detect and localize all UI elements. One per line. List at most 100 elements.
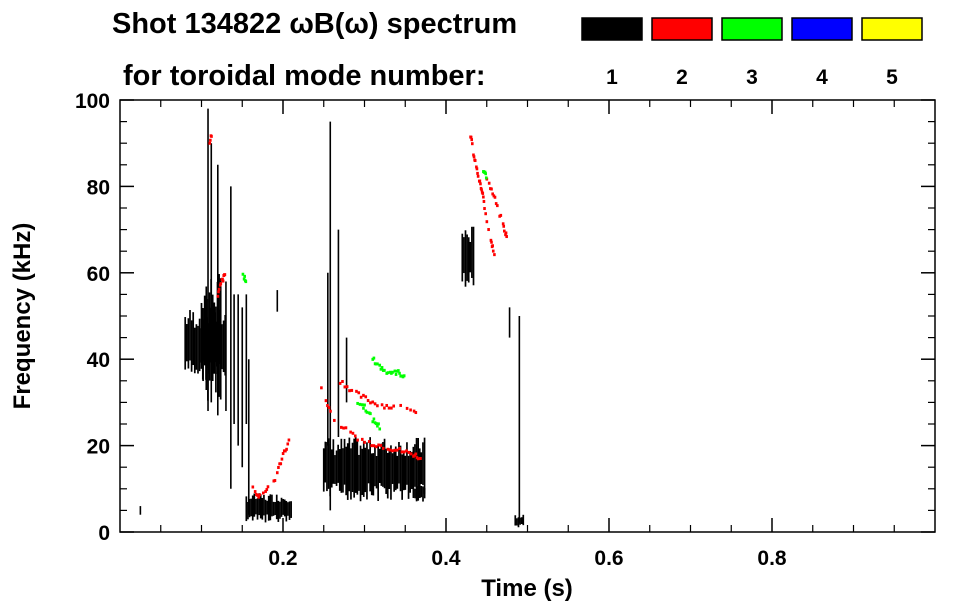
data-mark: [362, 393, 365, 397]
data-mark: [243, 274, 246, 278]
data-mark: [367, 440, 371, 444]
data-mark: [377, 443, 380, 447]
data-mark: [366, 399, 370, 403]
mode-curve: [251, 438, 291, 499]
data-mark: [487, 228, 490, 232]
data-mark: [273, 479, 277, 483]
data-mark: [266, 485, 270, 489]
data-mark: [494, 202, 498, 206]
data-mark: [387, 406, 391, 410]
data-mark: [343, 385, 347, 389]
data-mark: [350, 388, 354, 392]
data-mark: [363, 440, 366, 444]
data-mark: [379, 443, 383, 447]
data-mark: [392, 404, 396, 408]
legend-label-1: 1: [606, 66, 618, 89]
data-mark: [356, 401, 359, 405]
series-3: [241, 170, 488, 431]
data-mark: [484, 176, 488, 180]
data-mark: [351, 431, 355, 435]
chart-title-line2: for toroidal mode number:: [123, 60, 486, 92]
data-mark: [412, 409, 416, 413]
data-mark: [364, 395, 368, 399]
data-mark: [388, 448, 392, 452]
blob: [322, 437, 426, 502]
data-mark: [376, 362, 379, 366]
data-mark: [373, 402, 377, 406]
data-mark: [353, 434, 357, 438]
y-tick-label: 40: [87, 349, 110, 372]
data-mark: [253, 490, 257, 494]
mode-curve: [469, 135, 496, 257]
data-mark: [475, 167, 479, 171]
blob: [461, 226, 475, 287]
data-mark: [391, 449, 394, 453]
mode-curve: [482, 170, 488, 180]
legend-label-4: 4: [816, 66, 828, 89]
y-tick-label: 100: [75, 90, 110, 113]
data-mark: [241, 272, 245, 276]
data-mark: [258, 493, 262, 497]
data-mark: [385, 403, 389, 407]
mode-curve: [338, 379, 418, 415]
data-mark: [383, 406, 386, 410]
legend-label-5: 5: [886, 66, 898, 89]
data-mark: [480, 188, 483, 192]
x-tick-label: 0.8: [757, 547, 787, 570]
data-mark: [370, 444, 373, 448]
data-mark: [264, 489, 267, 493]
data-mark: [257, 495, 260, 499]
data-mark: [472, 155, 476, 159]
data-mark: [372, 417, 376, 421]
data-mark: [329, 409, 332, 413]
data-mark: [210, 134, 213, 138]
data-mark: [399, 403, 402, 407]
data-mark: [338, 381, 342, 385]
data-mark: [217, 290, 220, 294]
data-mark: [402, 374, 406, 378]
y-tick-label: 80: [87, 176, 110, 199]
data-mark: [262, 491, 265, 495]
data-mark: [344, 426, 348, 430]
data-mark: [242, 277, 246, 281]
data-mark: [405, 449, 408, 453]
y-tick-label: 20: [87, 436, 110, 459]
plot-data: [139, 108, 525, 528]
data-mark: [376, 404, 379, 408]
legend-swatch-3: [721, 17, 783, 41]
data-mark: [499, 213, 503, 217]
data-mark: [487, 181, 491, 185]
data-mark: [360, 403, 364, 407]
data-mark: [363, 403, 366, 407]
legend-swatch-4: [791, 17, 853, 41]
data-mark: [340, 425, 343, 429]
data-mark: [393, 448, 397, 452]
data-mark: [285, 447, 288, 451]
data-mark: [374, 445, 378, 449]
data-mark: [221, 279, 225, 283]
data-mark: [244, 280, 248, 284]
data-mark: [379, 367, 383, 371]
mode-curve: [241, 272, 248, 284]
data-mark: [393, 369, 397, 373]
y-axis-label: Frequency (kHz): [9, 223, 36, 410]
data-mark: [362, 406, 365, 410]
data-mark: [416, 457, 420, 461]
data-mark: [356, 438, 359, 442]
data-mark: [279, 462, 283, 466]
data-mark: [478, 179, 482, 183]
data-mark: [345, 385, 349, 389]
data-mark: [209, 138, 212, 142]
data-mark: [395, 448, 399, 452]
data-mark: [473, 159, 477, 163]
data-mark: [484, 172, 487, 176]
data-mark: [405, 406, 409, 410]
data-mark: [376, 424, 379, 428]
legend-swatch-5: [861, 17, 923, 41]
data-mark: [391, 370, 394, 374]
data-mark: [320, 386, 323, 390]
data-mark: [221, 277, 224, 281]
data-mark: [378, 363, 382, 367]
data-mark: [369, 401, 372, 405]
data-mark: [219, 282, 223, 286]
